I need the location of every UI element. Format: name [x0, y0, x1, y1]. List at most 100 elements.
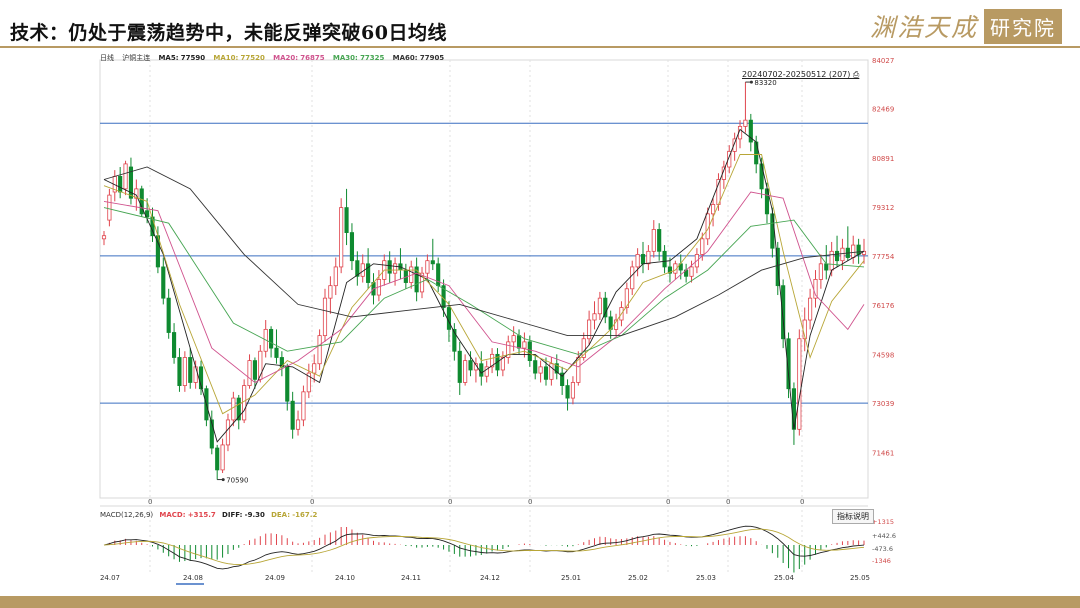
- candle-body: [543, 366, 549, 380]
- v-grid-tick-label: 0: [448, 498, 452, 506]
- candle-body: [322, 297, 328, 337]
- v-grid-tick-label: 0: [800, 498, 804, 506]
- y-tick-label: 73039: [872, 400, 894, 408]
- candle-body: [657, 229, 662, 252]
- footer-bar: [0, 596, 1080, 608]
- symbol-label: 沪铜主连: [122, 54, 151, 62]
- candle-body: [840, 247, 845, 262]
- candle-body: [630, 266, 635, 290]
- candle-body: [829, 250, 834, 271]
- candle-body: [646, 250, 651, 265]
- date-range-label[interactable]: 20240702-20250512 (207) ⎙: [742, 70, 860, 79]
- candle-body: [468, 360, 473, 371]
- high-annotation-dot: [749, 80, 753, 84]
- candle-body: [603, 297, 608, 318]
- candle-body: [285, 366, 290, 402]
- x-tick-label: 25.01: [561, 574, 581, 582]
- candle-body: [145, 210, 150, 218]
- candle-body: [786, 338, 791, 390]
- candle-body: [506, 341, 511, 358]
- candle-body: [851, 244, 856, 258]
- macd-params: MACD(12,26,9): [100, 511, 154, 519]
- candle-body: [171, 332, 177, 358]
- candle-body: [538, 366, 543, 374]
- candle-body: [748, 119, 753, 143]
- dea-readout: DEA: -167.2: [271, 511, 318, 519]
- x-tick-label: 24.11: [401, 574, 421, 582]
- macd-tick-label: +1315: [872, 518, 894, 526]
- candle-body: [231, 397, 236, 421]
- candle-body: [134, 188, 139, 199]
- page-title: 技术：仍处于震荡趋势中，未能反弹突破60日均线: [10, 22, 447, 44]
- candle-body: [161, 266, 166, 299]
- logo-box-text: 研究院: [984, 8, 1062, 44]
- y-tick-label: 82469: [872, 106, 894, 114]
- y-tick-label: 74598: [872, 351, 894, 359]
- candle-body: [759, 163, 764, 190]
- candle-body: [306, 372, 311, 393]
- brand-logo: 渊浩天成 研究院: [870, 8, 1062, 44]
- diff-readout: DIFF: -9.30: [222, 511, 265, 519]
- candle-body: [624, 288, 629, 308]
- ma60-readout: MA60: 77905: [392, 54, 445, 62]
- y-tick-label: 80891: [872, 155, 894, 163]
- candle-body: [242, 385, 247, 421]
- macd-readout: MACD: +315.7: [159, 511, 216, 519]
- candle-body: [387, 260, 392, 274]
- candle-body: [333, 266, 338, 287]
- v-grid-tick-label: 0: [726, 498, 730, 506]
- candle-body: [818, 263, 823, 280]
- x-tick-label: 24.07: [100, 574, 120, 582]
- candle-body: [247, 360, 252, 386]
- candle-body: [592, 313, 597, 321]
- ma10-readout: MA10: 77520: [213, 54, 265, 62]
- candle-body: [565, 385, 570, 399]
- candle-body: [662, 250, 667, 268]
- candle-body: [527, 341, 532, 362]
- candle-body: [581, 338, 586, 358]
- candle-body: [727, 150, 732, 168]
- candle-body: [107, 194, 112, 221]
- candle-body: [587, 319, 592, 340]
- candle-body: [193, 366, 198, 383]
- high-annotation-label: 83320: [754, 79, 776, 87]
- ma-line-ma5: [103, 128, 865, 443]
- v-grid-tick-label: 0: [148, 498, 152, 506]
- candle-body: [522, 341, 527, 349]
- candle-body: [824, 263, 829, 271]
- y-tick-label: 79312: [872, 204, 894, 212]
- candle-body: [463, 360, 468, 383]
- candle-body: [781, 285, 786, 340]
- candle-body: [533, 360, 538, 374]
- candle-body: [317, 335, 322, 365]
- candle-body: [101, 235, 107, 240]
- candle-body: [446, 307, 452, 330]
- ma-line-ma10: [103, 154, 865, 415]
- candle-body: [651, 229, 656, 252]
- low-annotation-label: 70590: [226, 477, 248, 485]
- candle-body: [225, 419, 231, 446]
- candle-body: [366, 263, 371, 283]
- candle-body: [425, 260, 430, 274]
- ma-line-ma60: [103, 166, 865, 337]
- candle-body: [220, 444, 225, 471]
- indicator-help-button[interactable]: 指标说明: [832, 509, 874, 524]
- ma20-readout: MA20: 76875: [273, 54, 325, 62]
- candle-body: [198, 366, 204, 390]
- candle-body: [500, 357, 505, 371]
- candle-body: [700, 238, 705, 255]
- macd-tick-label: +442.6: [872, 532, 896, 540]
- candle-body: [549, 363, 554, 380]
- candle-body: [123, 163, 128, 190]
- plot-frame: [99, 59, 869, 499]
- candle-body: [511, 335, 516, 343]
- candlestick-chart[interactable]: 0 0 0 0 0 0 0 84027 82469 80891 79312 77754 76176 745…: [0, 48, 1080, 596]
- candle-body: [479, 363, 484, 377]
- candle-body: [414, 266, 419, 293]
- x-tick-label: 24.12: [480, 574, 500, 582]
- candle-body: [177, 357, 182, 386]
- candle-body: [570, 382, 576, 399]
- v-grid-tick-label: 0: [528, 498, 532, 506]
- candle-body: [215, 447, 220, 471]
- candle-body: [182, 357, 187, 386]
